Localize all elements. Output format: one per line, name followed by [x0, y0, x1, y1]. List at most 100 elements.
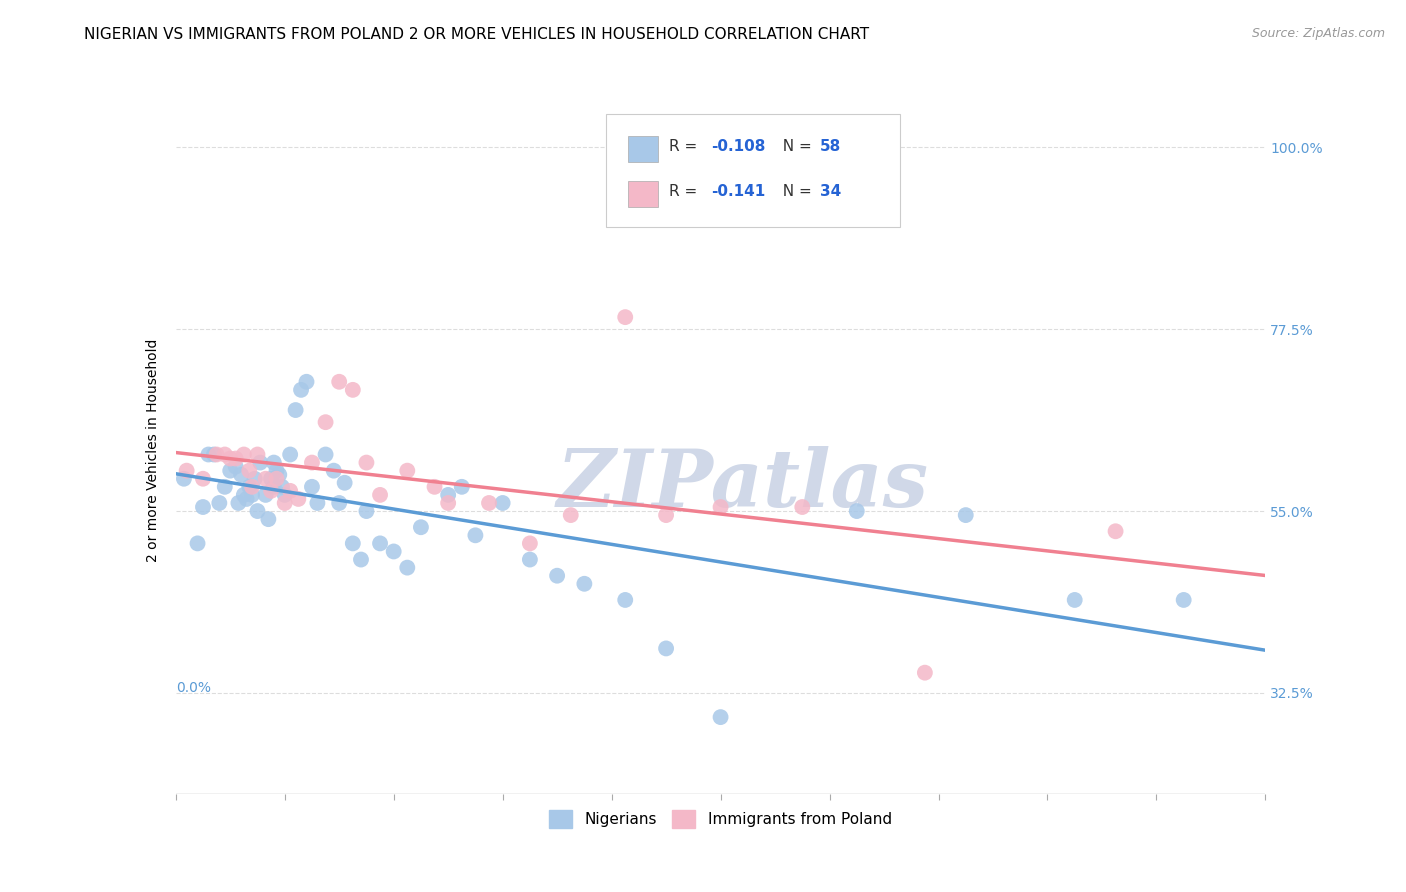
Point: [225, 451, 247, 466]
Point: [260, 472, 283, 486]
Point: [342, 383, 364, 397]
Point: [266, 472, 288, 486]
Point: [546, 568, 568, 582]
Point: [409, 520, 432, 534]
Text: N =: N =: [773, 139, 817, 154]
Point: [254, 472, 277, 486]
Point: [328, 375, 350, 389]
Point: [238, 480, 260, 494]
Point: [519, 536, 541, 550]
Point: [655, 641, 678, 656]
Point: [655, 508, 678, 522]
Text: R =: R =: [669, 184, 703, 199]
Text: -0.141: -0.141: [711, 184, 765, 199]
Point: [710, 500, 733, 514]
Point: [290, 383, 312, 397]
Point: [219, 451, 242, 466]
Point: [792, 500, 814, 514]
Text: -0.108: -0.108: [711, 139, 765, 154]
Point: [464, 528, 486, 542]
Point: [301, 480, 323, 494]
Point: [202, 448, 225, 462]
Point: [271, 480, 294, 494]
Point: [423, 480, 446, 494]
Point: [197, 448, 219, 462]
Point: [249, 456, 271, 470]
Point: [333, 475, 356, 490]
Point: [574, 576, 596, 591]
Text: NIGERIAN VS IMMIGRANTS FROM POLAND 2 OR MORE VEHICLES IN HOUSEHOLD CORRELATION C: NIGERIAN VS IMMIGRANTS FROM POLAND 2 OR …: [84, 27, 869, 42]
Point: [287, 491, 309, 506]
Point: [274, 496, 297, 510]
Point: [356, 456, 378, 470]
Point: [914, 665, 936, 680]
Point: [274, 488, 297, 502]
Point: [478, 496, 501, 510]
Text: N =: N =: [773, 184, 817, 199]
Point: [238, 464, 260, 478]
Point: [396, 464, 419, 478]
Bar: [628, 180, 658, 207]
Point: [356, 504, 378, 518]
Point: [368, 536, 391, 550]
Point: [173, 472, 195, 486]
Point: [240, 488, 263, 502]
Point: [278, 448, 301, 462]
Point: [437, 488, 460, 502]
Point: [232, 488, 254, 502]
Point: [186, 536, 209, 550]
Point: [845, 504, 868, 518]
Point: [295, 375, 318, 389]
Point: [1104, 524, 1126, 539]
Text: Source: ZipAtlas.com: Source: ZipAtlas.com: [1251, 27, 1385, 40]
Legend: Nigerians, Immigrants from Poland: Nigerians, Immigrants from Poland: [543, 804, 898, 834]
Point: [235, 491, 257, 506]
Point: [368, 488, 391, 502]
Point: [257, 512, 280, 526]
Point: [614, 593, 637, 607]
Point: [219, 464, 242, 478]
Point: [243, 472, 266, 486]
FancyBboxPatch shape: [606, 114, 900, 227]
Point: [315, 448, 337, 462]
Point: [246, 448, 269, 462]
Point: [301, 456, 323, 470]
Point: [260, 483, 283, 498]
Point: [450, 480, 472, 494]
Point: [263, 456, 285, 470]
Y-axis label: 2 or more Vehicles in Household: 2 or more Vehicles in Household: [146, 339, 160, 562]
Point: [437, 496, 460, 510]
Point: [519, 552, 541, 566]
Point: [328, 496, 350, 510]
Point: [382, 544, 405, 558]
Point: [315, 415, 337, 429]
Point: [284, 403, 307, 417]
Bar: [628, 136, 658, 162]
Text: R =: R =: [669, 139, 703, 154]
Point: [191, 500, 214, 514]
Point: [560, 508, 582, 522]
Text: 58: 58: [820, 139, 841, 154]
Point: [955, 508, 977, 522]
Point: [225, 459, 247, 474]
Point: [246, 504, 269, 518]
Point: [492, 496, 515, 510]
Point: [205, 448, 228, 462]
Point: [231, 467, 253, 482]
Point: [614, 310, 637, 325]
Point: [176, 464, 198, 478]
Point: [350, 552, 373, 566]
Point: [266, 464, 288, 478]
Point: [710, 710, 733, 724]
Point: [322, 464, 344, 478]
Text: 0.0%: 0.0%: [176, 681, 211, 695]
Point: [307, 496, 329, 510]
Point: [1173, 593, 1195, 607]
Text: 34: 34: [820, 184, 841, 199]
Point: [228, 496, 250, 510]
Point: [254, 488, 277, 502]
Point: [278, 483, 301, 498]
Point: [240, 480, 263, 494]
Point: [232, 448, 254, 462]
Point: [208, 496, 231, 510]
